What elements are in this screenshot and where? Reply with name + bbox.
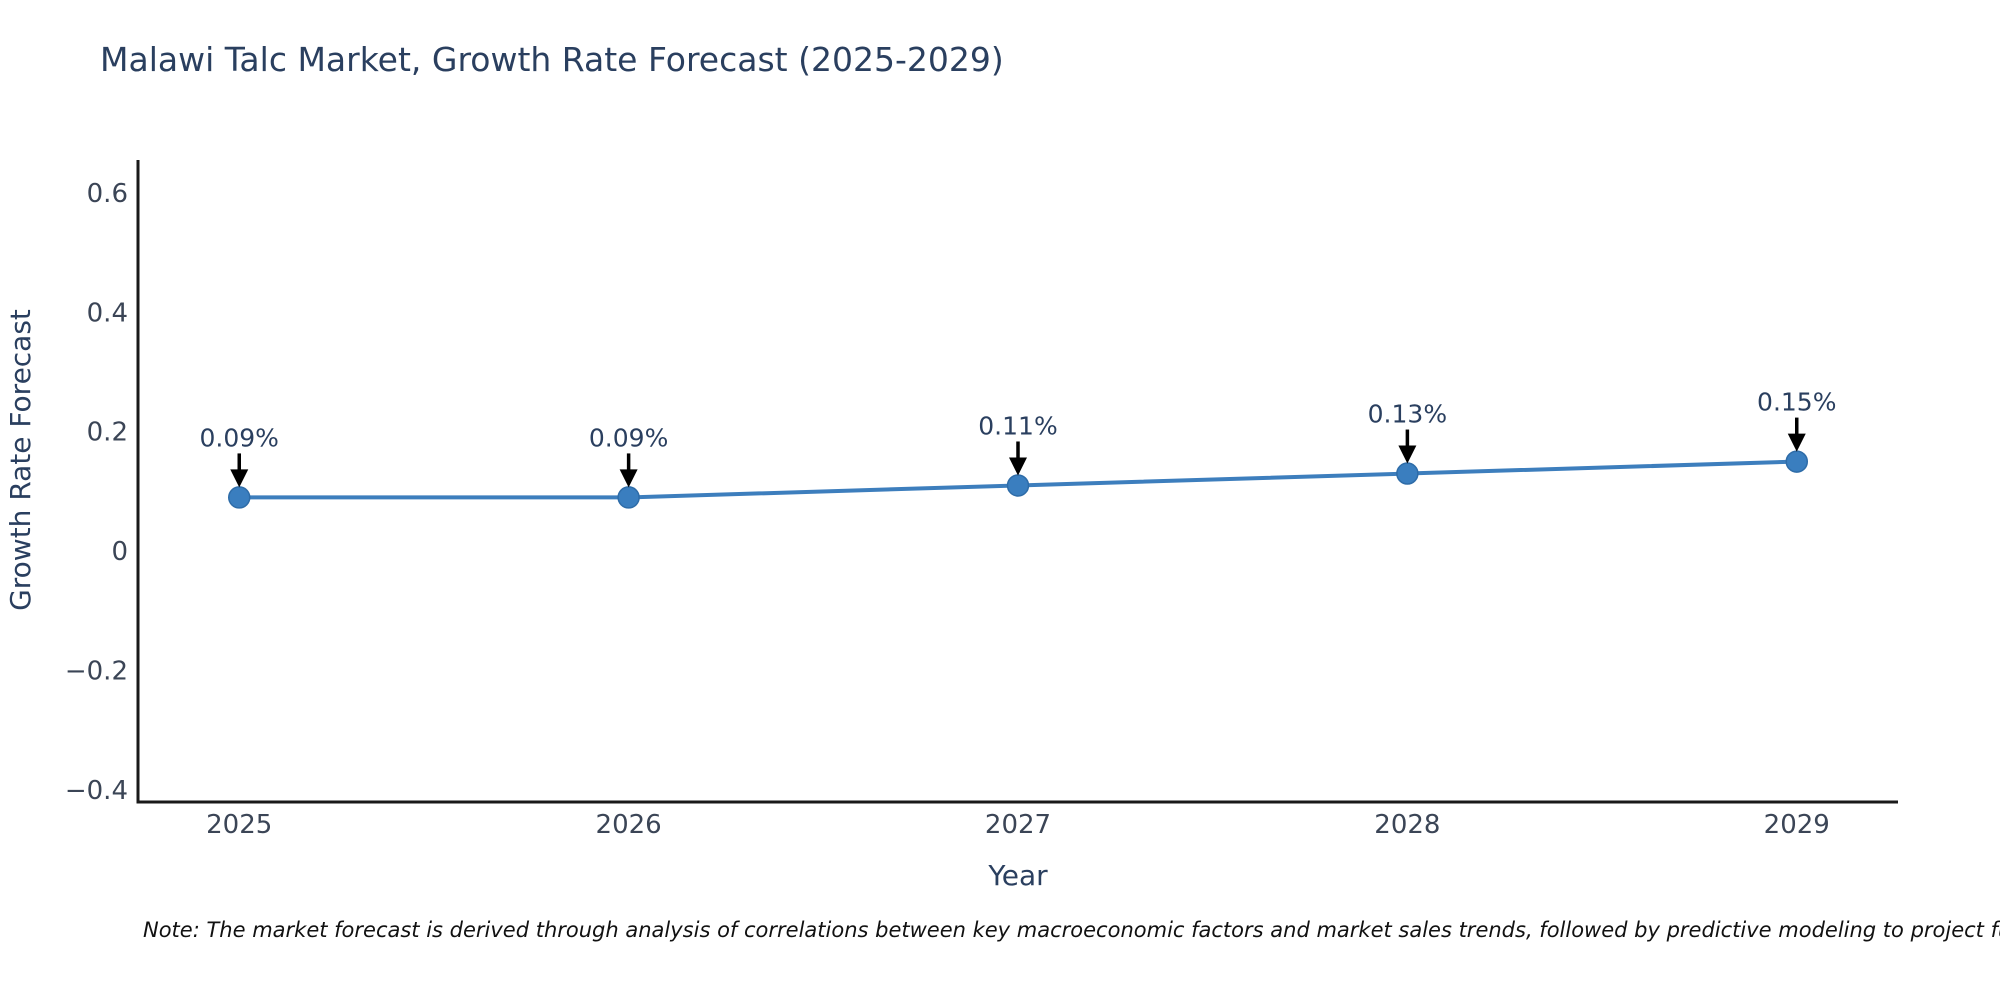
- point-value-label: 0.09%: [589, 423, 668, 452]
- y-tick-label: 0.2: [87, 418, 128, 448]
- y-tick-label: 0: [111, 537, 128, 567]
- point-value-label: 0.09%: [200, 423, 279, 452]
- data-point: [1785, 450, 1809, 473]
- y-tick-label: −0.2: [65, 657, 128, 687]
- point-value-label: 0.11%: [978, 411, 1057, 440]
- y-tick-label: 0.4: [87, 298, 128, 328]
- series-layer: [227, 450, 1809, 509]
- x-tick-label: 2025: [206, 810, 272, 840]
- y-tick-label: −0.4: [65, 776, 128, 806]
- annotation-arrow-head: [619, 469, 638, 488]
- point-value-label: 0.15%: [1757, 388, 1836, 417]
- x-tick-label: 2029: [1764, 810, 1830, 840]
- annotation-arrow-head: [1398, 445, 1417, 464]
- data-point: [227, 486, 251, 509]
- annotation-arrow-head: [1787, 433, 1806, 452]
- y-tick-label: 0.6: [87, 179, 128, 209]
- point-value-label: 0.13%: [1368, 400, 1447, 429]
- axis-ticks: 0.6 0.4 0.2 0 −0.2 −0.4 2025 2026 2027 2028 2029: [65, 179, 1830, 840]
- x-tick-label: 2026: [596, 810, 662, 840]
- data-point: [1006, 474, 1030, 497]
- data-point: [1396, 462, 1419, 485]
- y-axis-title: Growth Rate Forecast: [4, 309, 37, 611]
- x-axis-title: Year: [987, 859, 1048, 892]
- annotations-layer: 0.09% 0.09% 0.11% 0.13% 0.15%: [200, 388, 1836, 488]
- annotation-arrow-head: [230, 469, 249, 488]
- chart-title: Malawi Talc Market, Growth Rate Forecast…: [100, 40, 1004, 79]
- x-tick-label: 2028: [1374, 810, 1440, 840]
- footnote-text: Note: The market forecast is derived thr…: [143, 918, 2000, 942]
- annotation-arrow-head: [1009, 457, 1027, 476]
- data-point: [617, 486, 640, 509]
- x-tick-label: 2027: [985, 810, 1051, 840]
